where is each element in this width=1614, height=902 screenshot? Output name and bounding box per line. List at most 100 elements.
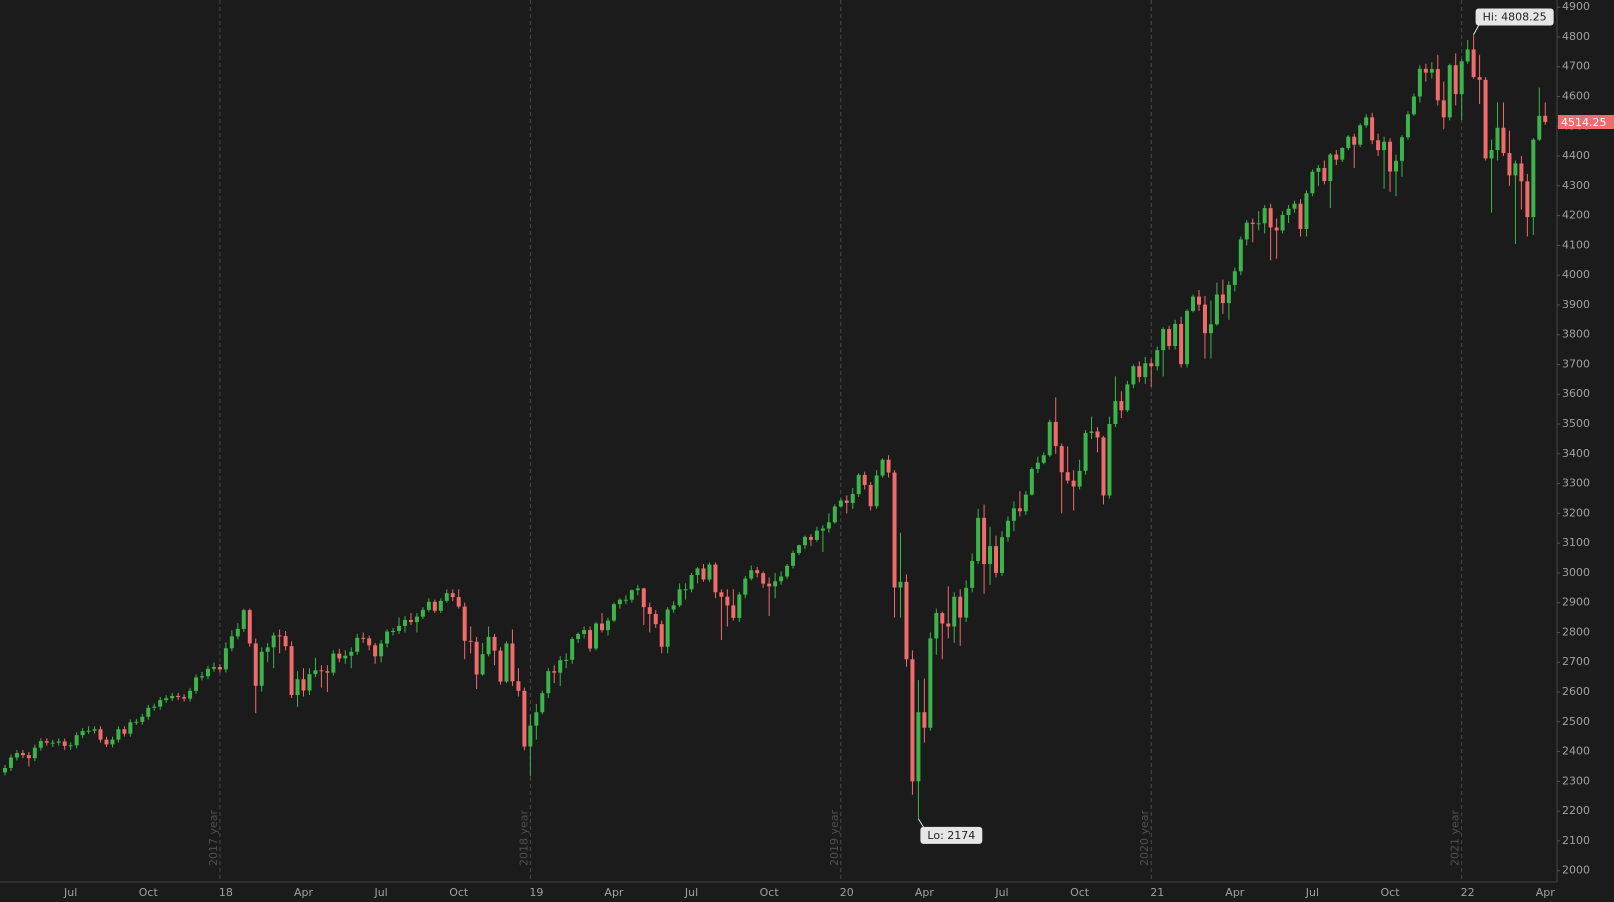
candle-body [283,636,288,647]
candle-body [408,619,413,623]
candle-body [970,561,975,588]
candle-body [331,653,336,673]
candle-body [259,651,264,686]
candle-body [56,741,61,743]
candle-body [277,635,282,637]
y-tick-label: 2400 [1562,745,1590,758]
candle-body [379,643,384,657]
x-tick-label: Apr [294,886,314,899]
x-tick-label: Oct [1381,886,1401,899]
candle-body [976,517,981,562]
candle-body [1149,363,1154,367]
candle-body [928,638,933,728]
candle-body [1447,65,1452,118]
candle-body [1525,181,1530,218]
candle-body [122,729,127,734]
candle-body [1268,208,1273,228]
candle-body [653,614,658,625]
candle-body [832,506,837,523]
candle-body [874,475,879,507]
candle-body [892,472,897,588]
candle-body [1292,203,1297,209]
candle-body [1364,117,1369,126]
candle-body [898,581,903,588]
y-tick-label: 3400 [1562,447,1590,460]
candle-body [313,670,318,675]
candle-body [922,712,927,728]
candle-body [552,671,557,673]
candle-body [713,564,718,593]
candle-body [570,639,575,660]
x-tick-label: Oct [449,886,469,899]
candle-body [755,570,760,574]
candle-body [146,707,151,717]
candle-body [480,654,485,675]
candle-body [1232,271,1237,285]
candle-body [116,729,121,740]
callout-box [1475,8,1554,26]
candle-body [253,643,258,686]
candle-body [450,593,455,598]
candle-body [104,739,109,745]
candle-body [361,637,366,639]
candle-body [1477,77,1482,80]
candle-body [528,725,533,747]
candle-body [1023,494,1028,512]
candle-body [1047,421,1052,456]
candle-body [623,599,628,601]
y-tick-label: 3800 [1562,328,1590,341]
candle-body [235,628,240,637]
year-label: 2017 year [207,809,220,866]
candle-body [444,593,449,601]
x-tick-label: Jul [994,886,1008,899]
candle-body [868,485,873,507]
candle-body [170,695,175,699]
y-tick-label: 4700 [1562,60,1590,73]
candle-body [629,590,634,600]
candle-body [1495,127,1500,151]
candle-body [462,606,467,641]
candle-body [844,500,849,503]
candle-body [229,636,234,649]
candle-body [862,474,867,486]
candle-body [814,530,819,540]
y-tick-label: 4000 [1562,268,1590,281]
candle-body [1214,294,1219,325]
candle-body [414,616,419,623]
candle-body [343,655,348,659]
candle-body [1471,49,1476,78]
candle-body [707,564,712,580]
y-tick-label: 3500 [1562,417,1590,430]
candle-body [205,668,210,677]
candle-body [1358,125,1363,145]
y-tick-label: 2600 [1562,685,1590,698]
y-tick-label: 3700 [1562,357,1590,370]
candle-body [1250,222,1255,224]
candle-body [271,635,276,648]
candle-body [1274,227,1279,231]
candle-body [576,633,581,640]
candle-body [134,721,139,723]
callout: Lo: 2174 [917,818,983,844]
candle-body [611,604,616,621]
candle-body [1429,69,1434,73]
candle-body [558,660,563,673]
candle-body [92,729,97,731]
candle-body [719,592,724,597]
candle-body [677,589,682,606]
candle-body [295,679,300,695]
candle-body [695,568,700,575]
candle-body [767,583,772,587]
candle-body [1370,117,1375,141]
candle-body [1399,137,1404,161]
candle-body [1465,49,1470,62]
candle-body [62,741,67,746]
callout: Hi: 4808.25 [1473,8,1554,35]
y-tick-label: 4900 [1562,0,1590,13]
candle-body [1119,401,1124,411]
candle-body [1035,462,1040,469]
candle-body [325,671,330,673]
x-tick-label: 18 [219,886,233,899]
candle-body [140,716,145,722]
